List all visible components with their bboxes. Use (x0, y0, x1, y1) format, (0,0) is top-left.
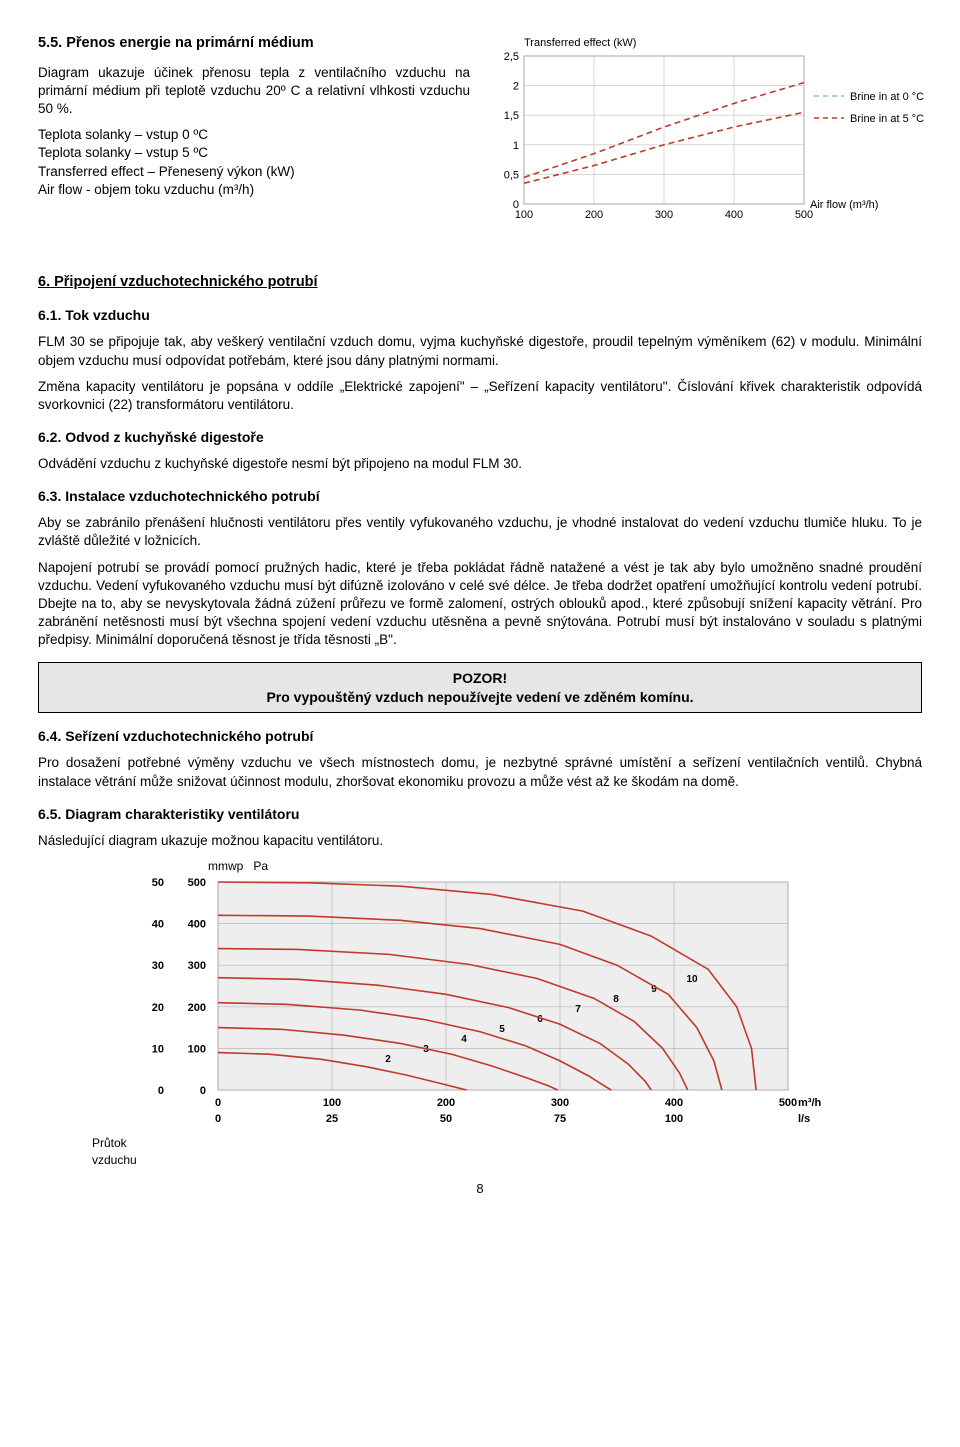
page-number: 8 (38, 1180, 922, 1198)
svg-text:6: 6 (537, 1014, 543, 1025)
svg-text:1: 1 (513, 140, 519, 152)
p-5-5-l1: Teplota solanky – vstup 0 ºC (38, 126, 470, 144)
heading-6: 6. Připojení vzduchotechnického potrubí (38, 273, 922, 293)
heading-6-4: 6.4. Seřízení vzduchotechnického potrubí (38, 727, 922, 746)
svg-text:Brine in at 5 °C: Brine in at 5 °C (850, 113, 924, 125)
p-6-1-2: Změna kapacity ventilátoru je popsána v … (38, 378, 922, 414)
svg-text:500: 500 (779, 1097, 797, 1109)
svg-text:2,5: 2,5 (504, 51, 519, 63)
heading-5-5: 5.5. Přenos energie na primární médium (38, 34, 470, 54)
svg-text:0: 0 (215, 1097, 221, 1109)
p-5-5-l3: Transferred effect – Přenesený výkon (kW… (38, 163, 470, 181)
chart2-flow-label: Průtok vzduchu (92, 1135, 122, 1167)
heading-6-5: 6.5. Diagram charakteristiky ventilátoru (38, 805, 922, 824)
svg-text:400: 400 (665, 1097, 683, 1109)
p-6-3-2: Napojení potrubí se provádí pomocí pružn… (38, 559, 922, 650)
p-6-5-1: Následující diagram ukazuje možnou kapac… (38, 832, 922, 850)
p-5-5-1: Diagram ukazuje účinek přenosu tepla z v… (38, 64, 470, 119)
chart-transferred-effect: 00,511,522,5100200300400500Transferred e… (484, 34, 944, 239)
svg-text:50: 50 (152, 877, 164, 889)
svg-text:75: 75 (554, 1113, 566, 1125)
svg-text:40: 40 (152, 919, 164, 931)
chart2-ylabel-pa: Pa (253, 858, 268, 874)
svg-text:2: 2 (513, 81, 519, 93)
svg-text:1,5: 1,5 (504, 110, 519, 122)
svg-text:200: 200 (188, 1002, 206, 1014)
heading-6-3: 6.3. Instalace vzduchotechnického potrub… (38, 487, 922, 506)
svg-text:7: 7 (575, 1004, 581, 1015)
svg-text:m³/h: m³/h (798, 1097, 822, 1109)
p-5-5-l2: Teplota solanky – vstup 5 ºC (38, 144, 470, 162)
chart-fan-characteristics: mmwp Pa 00100102002030030400405005001002… (88, 858, 922, 1168)
svg-text:Transferred effect (kW): Transferred effect (kW) (524, 37, 636, 49)
svg-text:200: 200 (585, 209, 603, 221)
svg-text:400: 400 (188, 919, 206, 931)
svg-text:300: 300 (655, 209, 673, 221)
p-6-4-1: Pro dosažení potřebné výměny vzduchu ve … (38, 754, 922, 790)
svg-text:50: 50 (440, 1113, 452, 1125)
svg-text:4: 4 (461, 1034, 467, 1045)
warning-line1: POZOR! (45, 669, 915, 688)
svg-text:20: 20 (152, 1002, 164, 1014)
svg-text:30: 30 (152, 960, 164, 972)
svg-text:200: 200 (437, 1097, 455, 1109)
svg-text:0: 0 (200, 1085, 206, 1097)
p-6-3-1: Aby se zabránilo přenášení hlučnosti ven… (38, 514, 922, 550)
p-6-1-1: FLM 30 se připojuje tak, aby veškerý ven… (38, 333, 922, 369)
svg-text:0,5: 0,5 (504, 169, 519, 181)
warning-box: POZOR! Pro vypouštěný vzduch nepoužívejt… (38, 662, 922, 714)
chart2-ylabel-mmwp: mmwp (208, 858, 243, 874)
svg-text:300: 300 (188, 960, 206, 972)
svg-text:l/s: l/s (798, 1113, 810, 1125)
svg-text:Air flow (m³/h): Air flow (m³/h) (810, 199, 878, 211)
svg-text:0: 0 (158, 1085, 164, 1097)
svg-text:25: 25 (326, 1113, 338, 1125)
p-6-2-1: Odvádění vzduchu z kuchyňské digestoře n… (38, 455, 922, 473)
p-5-5-l4: Air flow - objem toku vzduchu (m³/h) (38, 181, 470, 199)
svg-text:400: 400 (725, 209, 743, 221)
svg-text:100: 100 (323, 1097, 341, 1109)
svg-text:5: 5 (499, 1024, 505, 1035)
svg-text:Brine in at 0 °C: Brine in at 0 °C (850, 91, 924, 103)
heading-6-1: 6.1. Tok vzduchu (38, 306, 922, 325)
svg-text:100: 100 (188, 1044, 206, 1056)
svg-text:10: 10 (686, 974, 698, 985)
svg-text:2: 2 (385, 1054, 391, 1065)
svg-text:10: 10 (152, 1044, 164, 1056)
svg-text:300: 300 (551, 1097, 569, 1109)
svg-text:8: 8 (613, 994, 619, 1005)
heading-6-2: 6.2. Odvod z kuchyňské digestoře (38, 428, 922, 447)
svg-text:0: 0 (215, 1113, 221, 1125)
svg-text:500: 500 (188, 877, 206, 889)
warning-line2: Pro vypouštěný vzduch nepoužívejte veden… (45, 688, 915, 707)
svg-text:100: 100 (515, 209, 533, 221)
svg-text:100: 100 (665, 1113, 683, 1125)
